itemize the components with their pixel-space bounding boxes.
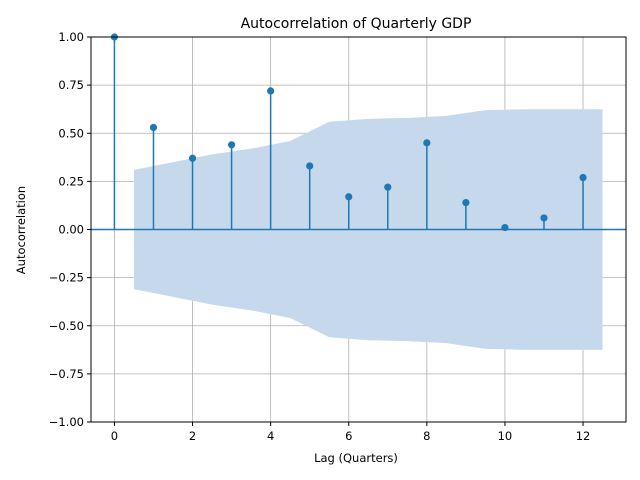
x-tick-label: 12: [576, 429, 591, 443]
x-tick-label: 4: [267, 429, 274, 443]
stem-marker-lag-4: [267, 87, 275, 95]
y-axis-label: Autocorrelation: [14, 186, 28, 274]
stem-marker-lag-9: [462, 198, 470, 207]
stem-marker-lag-10: [501, 223, 509, 232]
chart-title: Autocorrelation of Quarterly GDP: [241, 16, 472, 32]
x-tick-label: 2: [189, 429, 196, 443]
y-axis-ticks: −1.00 −0.75 −0.50 −0.25 0.00 0.25 0.50 0.75 1.00: [49, 30, 91, 429]
y-tick-label: 0.75: [58, 78, 84, 92]
stem-marker-lag-6: [345, 193, 353, 201]
stem-marker-lag-11: [540, 214, 548, 222]
x-tick-label: 0: [111, 429, 118, 443]
stem-marker-lag-5: [306, 162, 314, 170]
y-tick-label: −0.75: [49, 367, 84, 381]
x-tick-label: 10: [498, 429, 513, 443]
y-tick-label: −0.25: [49, 271, 84, 285]
stem-marker-lag-8: [423, 139, 431, 147]
x-axis-label: Lag (Quarters): [314, 451, 398, 465]
stem-marker-lag-3: [227, 141, 236, 149]
y-tick-label: −0.50: [49, 319, 84, 333]
y-tick-label: 0.25: [58, 174, 84, 188]
stem-marker-lag-1: [149, 123, 158, 132]
y-tick-label: 0.00: [58, 223, 84, 237]
y-tick-label: −1.00: [49, 415, 84, 429]
stem-marker-lag-2: [188, 154, 197, 162]
x-axis-ticks: 0 2 4 6 8 10 12: [111, 422, 591, 443]
stems: [110, 33, 587, 232]
x-tick-label: 8: [423, 429, 430, 443]
stem-marker-lag-12: [579, 173, 587, 182]
y-tick-label: 0.50: [58, 126, 84, 140]
stem-marker-lag-7: [384, 183, 392, 191]
y-tick-label: 1.00: [58, 30, 84, 44]
x-tick-label: 6: [345, 429, 352, 443]
